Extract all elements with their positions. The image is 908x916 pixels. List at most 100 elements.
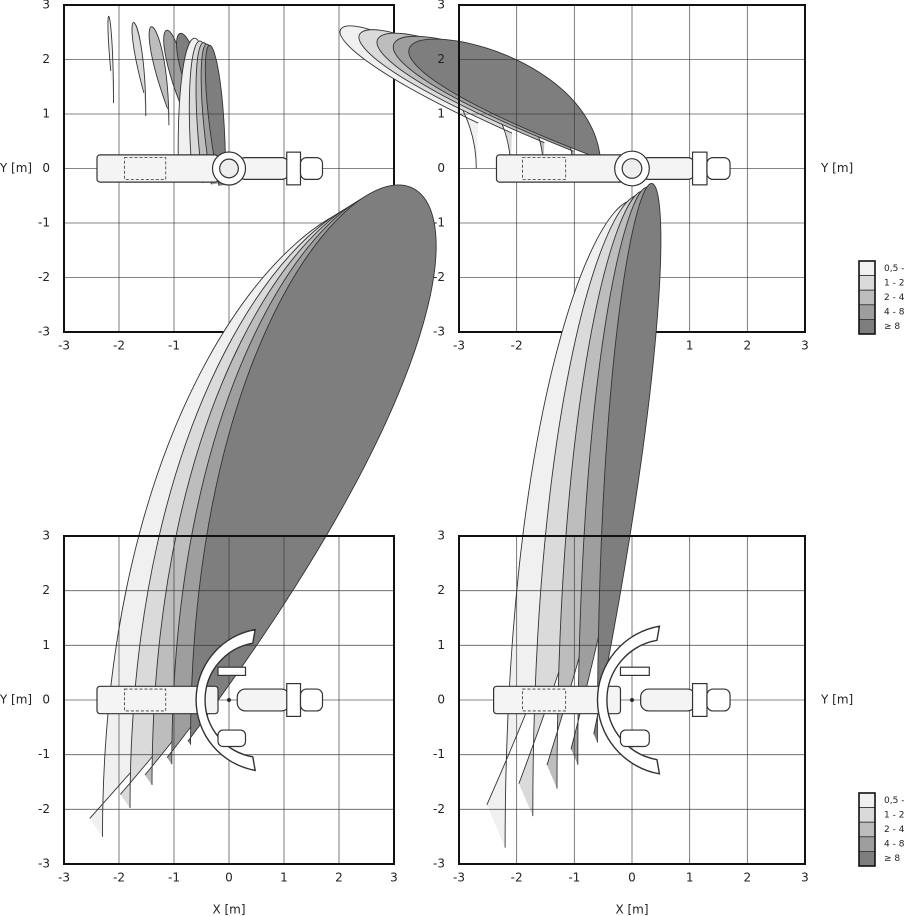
x-tick-label: 1 bbox=[686, 871, 694, 885]
contour-region bbox=[148, 26, 170, 126]
y-axis-label: Y [m] bbox=[0, 161, 32, 175]
plot-frame bbox=[63, 535, 395, 865]
y-tick-label: 2 bbox=[437, 583, 445, 597]
x-tick-label: -1 bbox=[168, 339, 180, 353]
table-detail bbox=[124, 688, 167, 712]
x-tick-label: -3 bbox=[58, 871, 70, 885]
x-tick-label: -1 bbox=[168, 871, 180, 885]
y-tick-label: 0 bbox=[437, 693, 445, 707]
detector bbox=[691, 682, 708, 717]
x-tick-label: -2 bbox=[511, 339, 523, 353]
table-detail bbox=[522, 688, 567, 712]
y-tick-label: -2 bbox=[38, 270, 50, 284]
y-tick-label: 3 bbox=[437, 529, 445, 543]
detector-cap bbox=[706, 157, 731, 181]
x-tick-label: 2 bbox=[744, 339, 752, 353]
y-tick-label: 0 bbox=[42, 693, 50, 707]
patient-table bbox=[495, 154, 624, 183]
patient-table bbox=[96, 685, 219, 715]
legend-label: 0,5 - 1 bbox=[884, 796, 908, 806]
detector bbox=[286, 151, 302, 186]
plot-frame bbox=[458, 535, 806, 865]
y-tick-label: 1 bbox=[437, 107, 445, 121]
legend: 0,5 - 1 1 - 2 2 - 4 4 - 8 ≥ 8 bbox=[858, 260, 908, 335]
legend-label: 4 - 8 bbox=[884, 840, 905, 850]
y-tick-label: -2 bbox=[433, 270, 445, 284]
x-tick-label: -1 bbox=[568, 871, 580, 885]
equipment bbox=[493, 625, 731, 775]
legend-label: 2 - 4 bbox=[884, 293, 905, 303]
legend-label: 1 - 2 bbox=[884, 278, 904, 288]
legend-swatch bbox=[858, 821, 876, 838]
table-head bbox=[236, 688, 291, 712]
legend-label: 4 - 8 bbox=[884, 308, 905, 318]
legend-label: 1 - 2 bbox=[884, 810, 904, 820]
x-axis-label: X [m] bbox=[615, 903, 648, 916]
y-tick-label: 1 bbox=[42, 638, 50, 652]
patient-table bbox=[493, 685, 622, 715]
y-tick-label: 3 bbox=[42, 0, 50, 12]
y-tick-label: -3 bbox=[433, 857, 445, 871]
x-tick-label: 3 bbox=[390, 871, 398, 885]
detector bbox=[286, 682, 302, 717]
y-tick-label: 3 bbox=[437, 0, 445, 12]
detector-cap bbox=[706, 688, 731, 712]
legend-frame bbox=[858, 792, 876, 867]
x-tick-label: 0 bbox=[225, 871, 233, 885]
legend-swatch bbox=[858, 836, 876, 852]
legend-frame bbox=[858, 260, 876, 335]
x-tick-label: -3 bbox=[453, 339, 465, 353]
detector-cap bbox=[299, 157, 324, 181]
legend-label: ≥ 8 bbox=[884, 322, 900, 332]
tube-inner bbox=[219, 158, 239, 179]
legend-label: ≥ 8 bbox=[884, 854, 900, 864]
y-tick-label: 3 bbox=[42, 529, 50, 543]
x-tick-label: 3 bbox=[801, 339, 809, 353]
y-tick-label: -1 bbox=[433, 747, 445, 761]
equipment bbox=[96, 151, 324, 186]
legend-label: 0,5 - 1 bbox=[884, 264, 908, 274]
x-tick-label: 3 bbox=[801, 871, 809, 885]
y-axis-label: Y [m] bbox=[820, 693, 853, 707]
y-tick-label: 0 bbox=[42, 161, 50, 175]
legend: 0,5 - 1 1 - 2 2 - 4 4 - 8 ≥ 8 bbox=[858, 792, 908, 867]
tube-inner bbox=[621, 158, 643, 179]
x-tick-label: -2 bbox=[511, 871, 523, 885]
table-head bbox=[640, 688, 697, 712]
x-tick-label: 2 bbox=[744, 871, 752, 885]
x-tick-label: -2 bbox=[113, 339, 125, 353]
legend-swatch bbox=[858, 792, 876, 809]
table-detail bbox=[124, 157, 167, 180]
equipment bbox=[96, 628, 324, 772]
contour-region bbox=[204, 45, 227, 186]
y-tick-label: -2 bbox=[433, 802, 445, 816]
contour-region bbox=[408, 38, 602, 169]
contour-region bbox=[593, 183, 662, 743]
detector-housing bbox=[619, 666, 650, 677]
y-axis-label: Y [m] bbox=[0, 693, 32, 707]
x-tick-label: 2 bbox=[335, 871, 343, 885]
contour-region bbox=[131, 22, 147, 117]
y-tick-label: -1 bbox=[38, 216, 50, 230]
x-tick-label: -3 bbox=[453, 871, 465, 885]
x-tick-label: 0 bbox=[628, 871, 636, 885]
isocenter bbox=[226, 697, 232, 703]
equipment bbox=[495, 150, 731, 187]
detector bbox=[691, 151, 708, 186]
x-tick-label: -3 bbox=[58, 339, 70, 353]
legend-swatch bbox=[858, 275, 876, 291]
x-tick-label: 1 bbox=[280, 871, 288, 885]
y-tick-label: -1 bbox=[433, 216, 445, 230]
table-detail bbox=[522, 157, 567, 180]
legend-swatch bbox=[858, 851, 876, 867]
legend-swatch bbox=[858, 260, 876, 277]
legend-swatch bbox=[858, 289, 876, 306]
legend-label: 2 - 4 bbox=[884, 825, 905, 835]
y-tick-label: -3 bbox=[38, 325, 50, 339]
detector-cap bbox=[299, 688, 324, 712]
